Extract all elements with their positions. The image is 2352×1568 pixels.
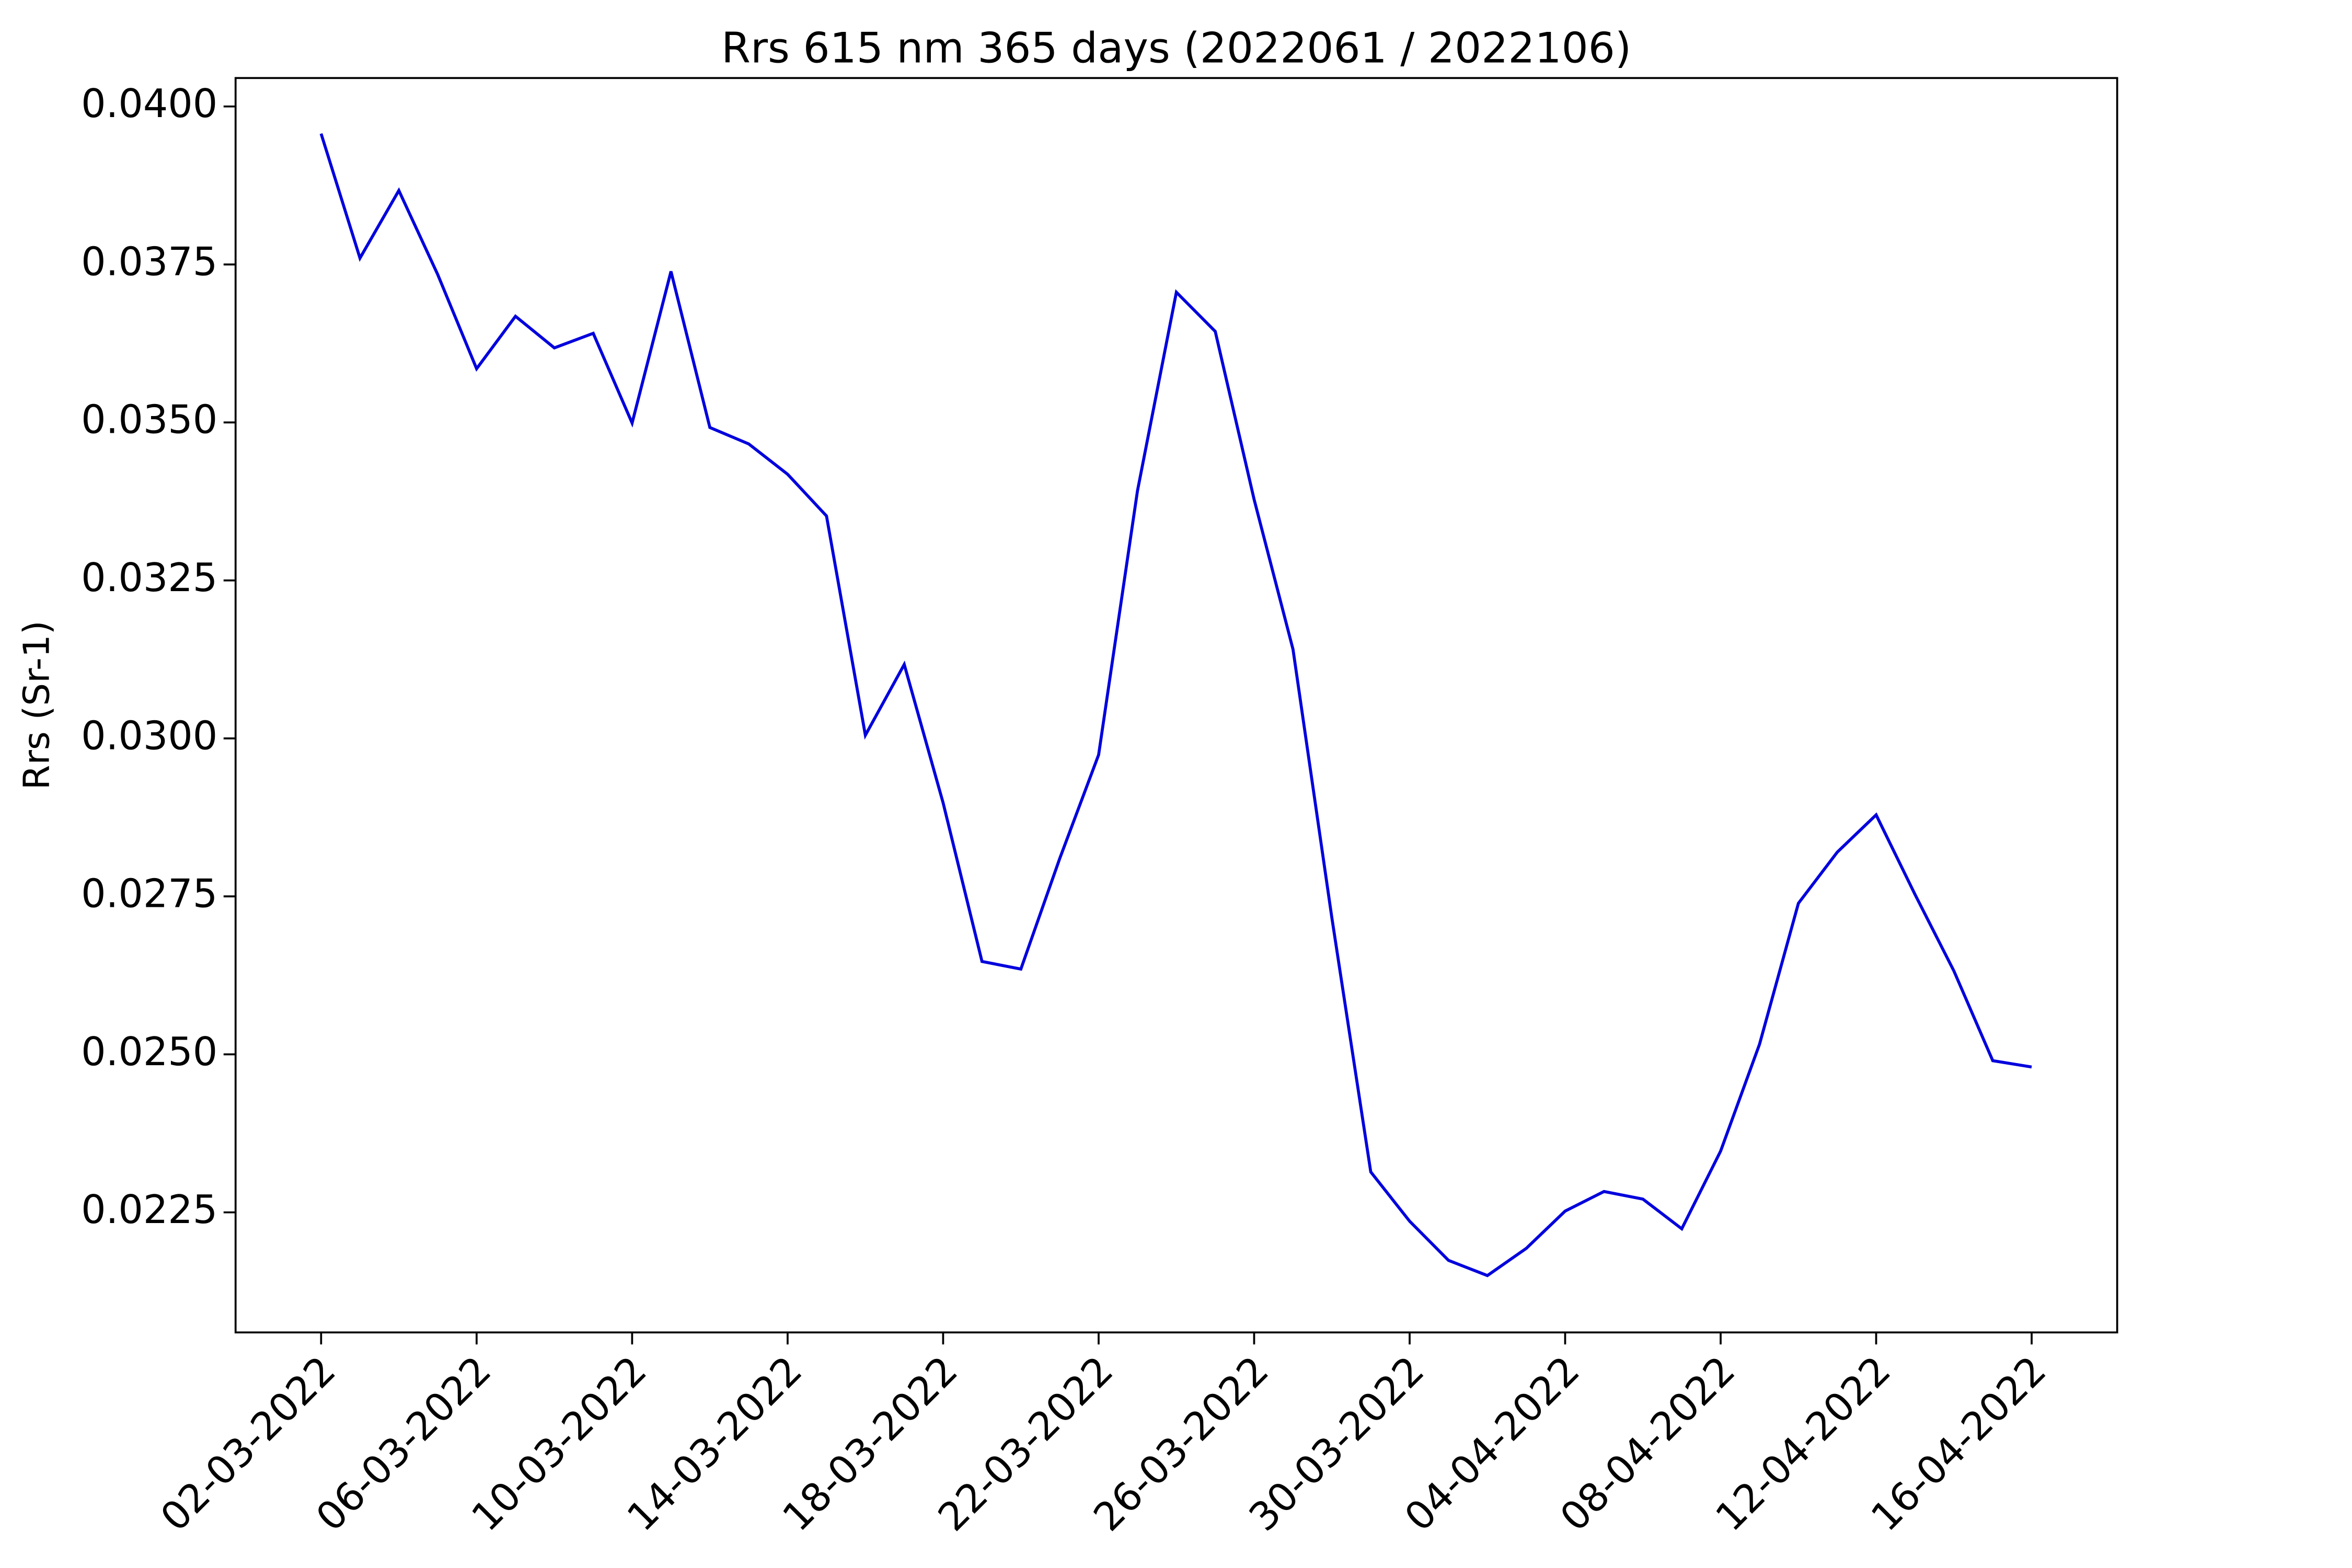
y-tick-label: 0.0225: [81, 1187, 217, 1232]
chart-title: Rrs 615 nm 365 days (2022061 / 2022106): [721, 24, 1631, 73]
data-line: [319, 133, 2032, 1277]
y-tick-label: 0.0325: [81, 555, 217, 601]
y-tick-label: 0.0400: [81, 81, 217, 126]
y-tick-label: 0.0350: [81, 397, 217, 443]
y-tick-label: 0.0375: [81, 239, 217, 284]
y-tick-label: 0.0250: [81, 1029, 217, 1075]
plot-frame: [234, 77, 2118, 1334]
y-axis-label: Rrs (Sr-1): [16, 620, 58, 790]
y-tick-label: 0.0275: [81, 871, 217, 917]
y-tick-label: 0.0300: [81, 713, 217, 758]
